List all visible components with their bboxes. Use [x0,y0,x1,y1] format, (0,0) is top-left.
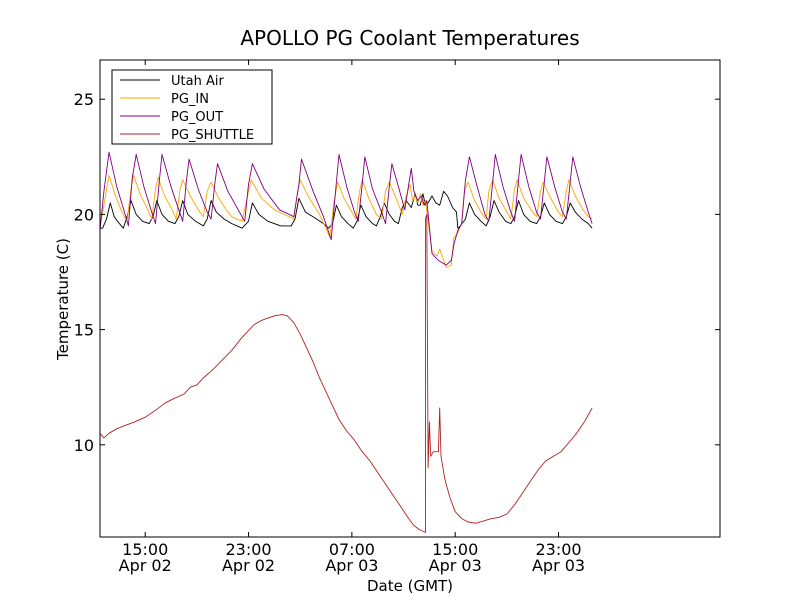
y-tick-label: 15 [74,321,94,340]
series-layer [99,151,593,533]
chart-title: APOLLO PG Coolant Temperatures [240,26,579,50]
x-tick-label-time: 23:00 [225,540,271,559]
x-tick-label-date: Apr 03 [532,556,585,575]
x-tick-label-date: Apr 03 [325,556,378,575]
x-tick-label-date: Apr 02 [222,556,275,575]
series-line-utah-air [100,190,593,229]
x-tick-label-date: Apr 02 [119,556,172,575]
series-line-pg-out [99,151,593,266]
y-tick-label: 10 [74,436,94,455]
legend: Utah Air PG_IN PG_OUT PG_SHUTTLE [111,69,273,145]
y-tick-label: 20 [74,205,94,224]
x-tick-label-time: 07:00 [329,540,375,559]
y-axis-label: Temperature (C) [54,238,72,361]
plot-frame [99,59,721,538]
series-line-pg-in [99,174,593,268]
x-tick-label-time: 23:00 [535,540,581,559]
legend-label-pg-shuttle: PG_SHUTTLE [171,128,254,143]
x-axis-label: Date (GMT) [367,577,453,595]
legend-label-pg-in: PG_IN [171,92,209,107]
x-tick-label-time: 15:00 [432,540,478,559]
x-tick-label-time: 15:00 [122,540,168,559]
series-line-pg-shuttle [99,213,593,533]
legend-label-utah-air: Utah Air [171,74,224,89]
x-tick-label-date: Apr 03 [429,556,482,575]
y-tick-label: 25 [74,90,94,109]
legend-box [111,69,273,145]
legend-label-pg-out: PG_OUT [171,110,223,125]
